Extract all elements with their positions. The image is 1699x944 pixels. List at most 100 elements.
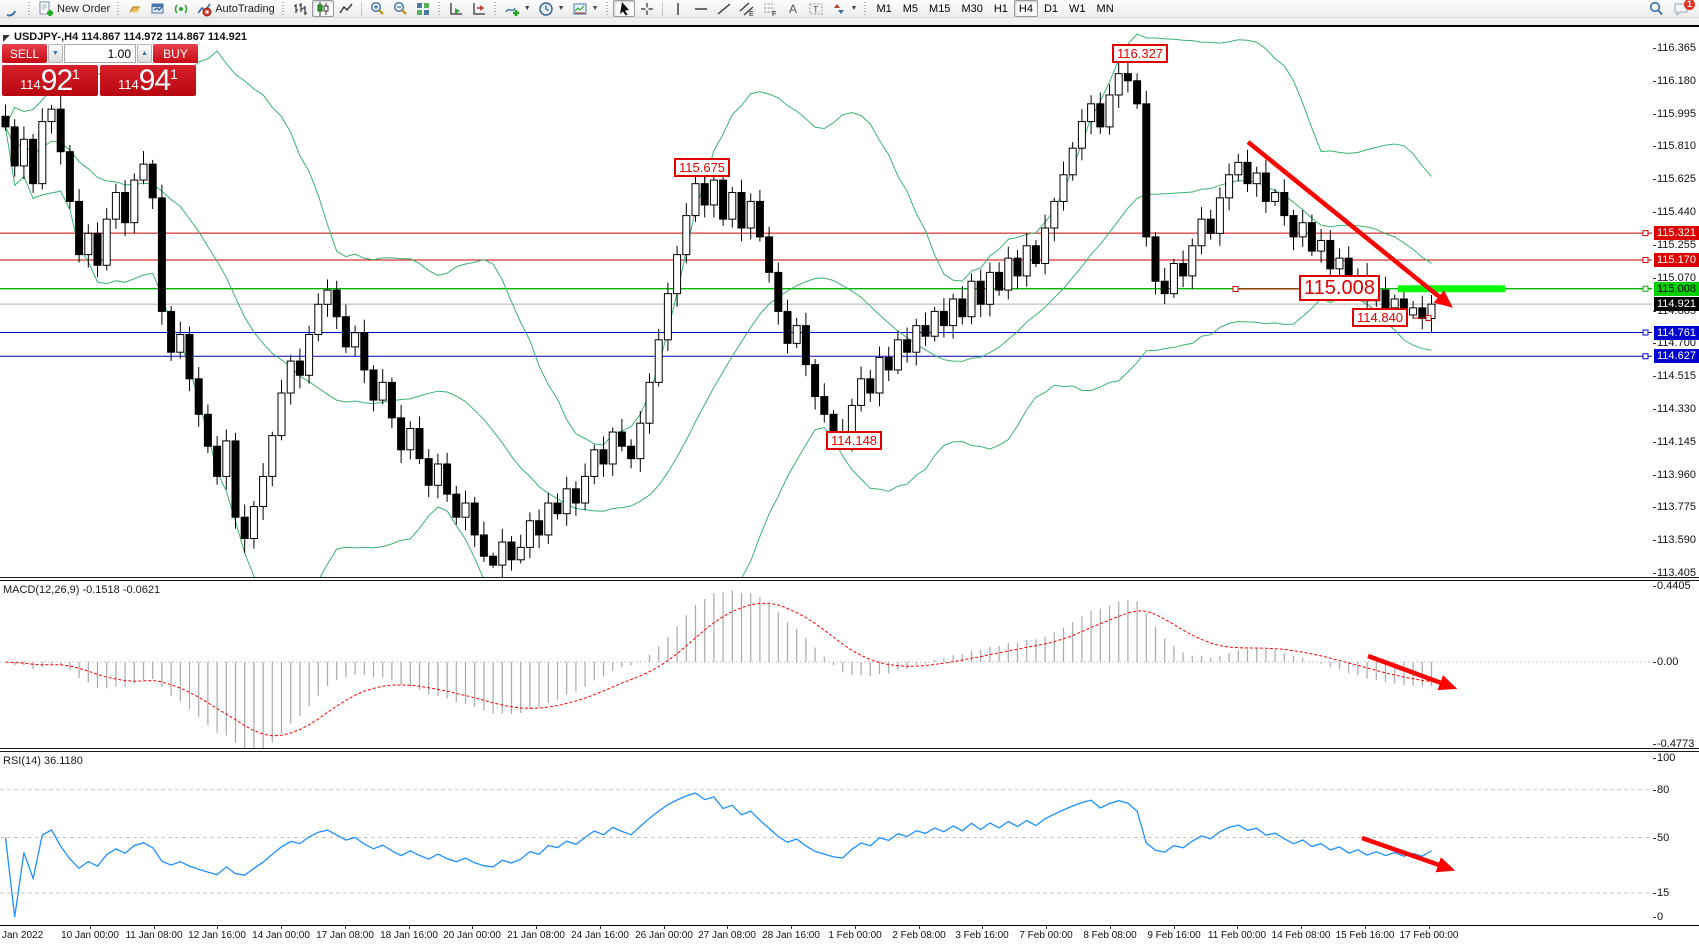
zoom-in-button[interactable]	[366, 0, 388, 17]
bar-chart-button[interactable]	[289, 0, 311, 17]
axis-tickmark	[1653, 540, 1656, 542]
chart-plot-area[interactable]: MACD(12,26,9) -0.1518 -0.0621 RSI(14) 36…	[0, 27, 1652, 927]
toolbar-drag-handle[interactable]	[27, 1, 32, 16]
sell-price-figure: 114	[20, 77, 41, 92]
timeframe-mn-button[interactable]: MN	[1096, 2, 1114, 15]
price-callout-115.008[interactable]: 115.008	[1299, 275, 1380, 301]
new-order-button[interactable]: New Order	[35, 0, 113, 17]
hline-anchor[interactable]	[1642, 256, 1649, 263]
hline-button[interactable]	[690, 0, 712, 17]
timeframe-m1-button[interactable]: M1	[876, 2, 892, 15]
indicators-button[interactable]: ▼	[501, 0, 534, 17]
candle-bear	[801, 325, 810, 366]
toolbar-drag-handle[interactable]	[116, 1, 122, 16]
line-chart-button[interactable]	[335, 0, 357, 17]
dropdown-caret[interactable]: ▼	[557, 5, 565, 12]
vline-button[interactable]	[667, 0, 689, 17]
cursor-icon	[619, 1, 629, 15]
time-tick-label: 15 Feb 16:00	[1335, 930, 1395, 941]
crosshair-button[interactable]	[636, 0, 658, 17]
candle-bull	[1114, 73, 1123, 96]
hline-anchor[interactable]	[1642, 353, 1649, 360]
price-callout-114.840[interactable]: 114.840	[1352, 308, 1409, 327]
clipped-button[interactable]	[2, 0, 24, 17]
volume-decrease-button[interactable]: ▼	[48, 44, 63, 63]
timeframe-h4-button[interactable]: H4	[1013, 0, 1038, 17]
candle-bear	[1160, 280, 1169, 295]
candle-bull	[525, 520, 534, 548]
candlestick-button[interactable]	[311, 0, 334, 17]
timeframe-d1-button[interactable]: D1	[1043, 2, 1059, 15]
candle-bull	[728, 192, 737, 220]
chart-shift-button[interactable]	[468, 0, 490, 17]
data-window-button[interactable]	[147, 0, 169, 17]
toolbar-drag-handle[interactable]	[863, 1, 869, 16]
trendline-button[interactable]	[713, 0, 735, 17]
timeframe-m30-button[interactable]: M30	[961, 2, 983, 15]
gold-button[interactable]	[124, 0, 146, 17]
time-tick-label: 11 Jan 08:00	[125, 930, 183, 941]
price-callout-114.148[interactable]: 114.148	[826, 431, 883, 450]
channel-button[interactable]: E	[736, 0, 758, 17]
hline-anchor[interactable]	[1642, 329, 1649, 336]
tile-windows-button[interactable]	[412, 0, 434, 17]
timeframe-h1-button[interactable]: H1	[993, 2, 1008, 15]
arrows-button[interactable]: ▼	[828, 0, 861, 17]
toolbar-drag-handle[interactable]	[280, 1, 286, 16]
toolbar-drag-handle[interactable]	[604, 1, 610, 16]
candle-bear	[1013, 257, 1022, 277]
toolbar-drag-handle[interactable]	[436, 1, 442, 16]
volume-increase-button[interactable]: ▲	[137, 44, 152, 63]
candle-bear	[976, 280, 985, 305]
timeframe-m15-button[interactable]: M15	[929, 2, 951, 15]
cursor-button[interactable]	[612, 0, 635, 17]
volume-input[interactable]	[64, 44, 136, 63]
pane-separator[interactable]	[0, 577, 1699, 581]
price-tick-label: 115.625	[1657, 173, 1696, 186]
buy-button[interactable]: BUY	[153, 44, 198, 63]
hline-anchor[interactable]	[1642, 285, 1649, 292]
text-label-button[interactable]: T	[805, 0, 827, 17]
sell-button[interactable]: SELL	[2, 44, 47, 63]
dropdown-caret[interactable]: ▼	[591, 5, 599, 12]
autoscroll-button[interactable]	[445, 0, 467, 17]
price-callout-116.327[interactable]: 116.327	[1112, 44, 1169, 63]
templates-button[interactable]: ▼	[569, 0, 602, 17]
autotrading-button[interactable]: AutoTrading	[193, 0, 278, 17]
search-button[interactable]	[1645, 0, 1667, 17]
candle-bull	[1105, 94, 1114, 128]
zoom-out-button[interactable]	[389, 0, 411, 17]
clipped-icon	[6, 10, 16, 16]
axis-tickmark	[1653, 80, 1656, 82]
macd-pane[interactable]: MACD(12,26,9) -0.1518 -0.0621	[0, 581, 1652, 748]
candle-bear	[921, 325, 930, 337]
chart-window[interactable]: USDJPY-,H4 114.867 114.972 114.867 114.9…	[0, 25, 1699, 944]
axis-tickmark	[1653, 146, 1656, 148]
pane-separator[interactable]	[0, 748, 1699, 752]
candle-bear	[535, 520, 544, 536]
signal-button[interactable]	[170, 0, 192, 17]
price-pane[interactable]	[0, 27, 1652, 577]
candle-bull	[1298, 222, 1307, 238]
rsi-pane[interactable]: RSI(14) 36.1180	[0, 752, 1652, 925]
time-tickmark	[791, 926, 792, 929]
notifications-button[interactable]: 1	[1673, 0, 1695, 17]
fibonacci-button[interactable]: F	[759, 0, 781, 17]
text-button[interactable]: A	[782, 0, 804, 17]
candle-bull	[544, 502, 553, 536]
hline-anchor[interactable]	[1642, 230, 1649, 237]
timeframe-m5-button[interactable]: M5	[902, 2, 919, 15]
price-callout-115.675[interactable]: 115.675	[674, 158, 731, 177]
toolbar-drag-handle[interactable]	[492, 1, 498, 16]
timeframe-w1-button[interactable]: W1	[1069, 2, 1086, 15]
dropdown-caret[interactable]: ▼	[850, 5, 858, 12]
price-axis[interactable]: 116.365 116.180 115.995 115.810 115.625 115.4…	[1653, 27, 1699, 925]
sell-price-box[interactable]: 114 92 1	[2, 65, 98, 96]
dropdown-caret[interactable]: ▼	[523, 5, 531, 12]
candle-bull	[249, 506, 258, 539]
periods-button[interactable]: ▼	[535, 0, 568, 17]
candle-bear	[700, 183, 709, 206]
time-axis[interactable]: Jan 2022 10 Jan 00:00 11 Jan 08:00 12 Jan 1…	[0, 925, 1699, 944]
buy-price-box[interactable]: 114 94 1	[100, 65, 196, 96]
toolbar-separator	[360, 1, 362, 16]
